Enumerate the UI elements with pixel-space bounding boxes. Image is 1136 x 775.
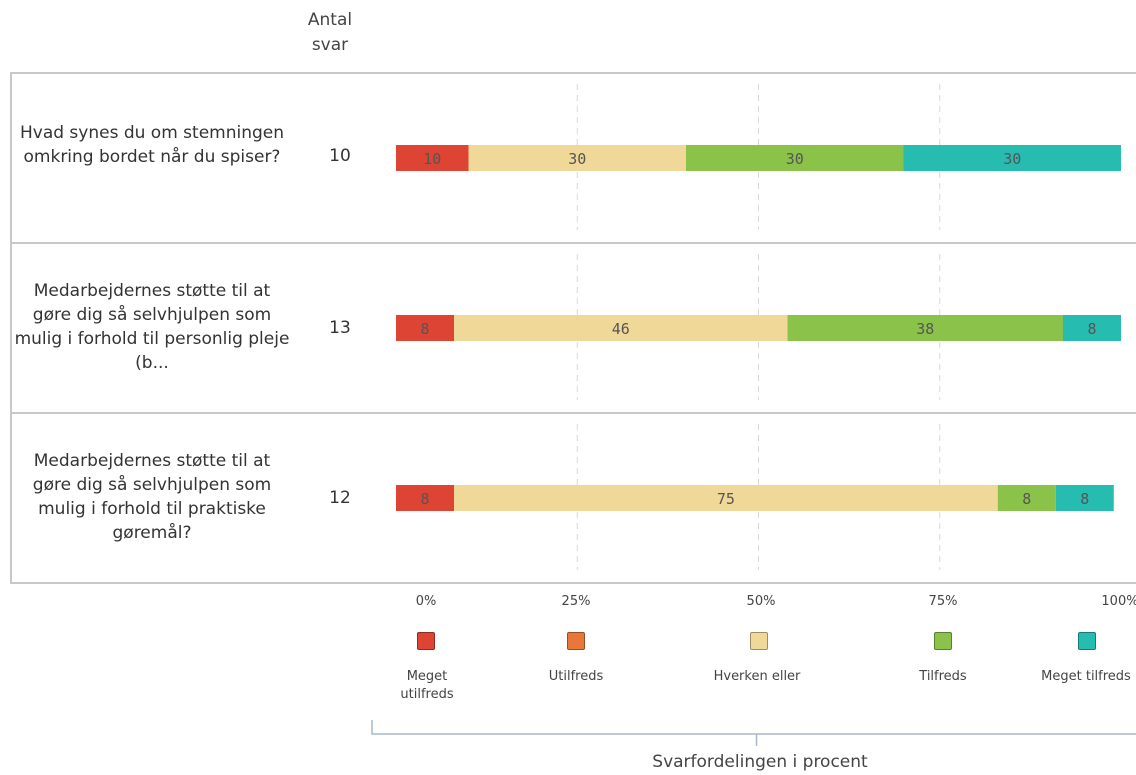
bar-segment-meget-utilfreds	[396, 315, 454, 341]
bar-value-label: 30	[786, 150, 804, 168]
bar-value-label: 30	[568, 150, 586, 168]
legend-label-meget-tilfreds: Meget tilfreds	[1041, 669, 1131, 684]
x-axis-bracket	[371, 720, 1136, 735]
legend-swatch-utilfreds	[567, 632, 585, 650]
x-axis-title: Svarfordelingen i procent	[652, 752, 868, 772]
bar-value-label: 46	[612, 320, 630, 338]
bar-value-label: 8	[1080, 490, 1089, 508]
x-tick-label: 100%	[1101, 594, 1136, 609]
legend-label-tilfreds: Tilfreds	[919, 669, 967, 684]
bar-value-label: 10	[423, 150, 441, 168]
count-column-header: Antal svar	[307, 10, 353, 55]
legend-label-meget-utilfreds: Meget utilfreds	[400, 669, 454, 702]
bar-segment-tilfreds	[997, 485, 1056, 511]
legend-label-utilfreds: Utilfreds	[548, 669, 604, 684]
bar-segment-tilfreds	[686, 145, 904, 171]
response-count-2: 13	[329, 318, 351, 338]
response-count-3: 12	[329, 488, 351, 508]
legend-label-hverken-eller: Hverken eller	[713, 669, 801, 684]
question-label-2: Medarbejdernes støtte til at gøre dig så…	[14, 281, 290, 373]
bar-value-label: 38	[916, 320, 934, 338]
bar-value-label: 8	[420, 490, 429, 508]
bar-value-label: 8	[420, 320, 429, 338]
x-tick-label: 50%	[746, 594, 776, 609]
legend-swatch-tilfreds	[934, 632, 952, 650]
bar-value-label: 8	[1022, 490, 1031, 508]
x-tick-label: 75%	[928, 594, 958, 609]
legend-swatch-meget-utilfreds	[417, 632, 435, 650]
bar-value-label: 8	[1087, 320, 1096, 338]
bar-segment-meget-utilfreds	[396, 485, 454, 511]
bar-segment-hverken-eller	[468, 145, 686, 171]
bar-segment-meget-utilfreds	[396, 145, 469, 171]
bar-segment-meget-tilfreds	[1055, 485, 1114, 511]
bar-value-label: 75	[717, 490, 735, 508]
legend-swatch-hverken-eller	[750, 632, 768, 650]
bar-segment-meget-tilfreds	[1063, 315, 1121, 341]
legend-swatch-meget-tilfreds	[1078, 632, 1096, 650]
x-tick-label: 25%	[561, 594, 591, 609]
question-label-3: Medarbejdernes støtte til at gøre dig så…	[32, 451, 272, 543]
question-label-1: Hvad synes du om stemningen omkring bord…	[19, 123, 285, 167]
bar-value-label: 30	[1003, 150, 1021, 168]
question-row-3	[10, 412, 1136, 584]
bar-segment-hverken-eller	[454, 315, 788, 341]
bar-segment-hverken-eller	[454, 485, 998, 511]
response-count-1: 10	[329, 146, 351, 166]
bar-segment-tilfreds	[787, 315, 1063, 341]
bar-segment-meget-tilfreds	[903, 145, 1121, 171]
x-tick-label: 0%	[415, 594, 437, 609]
